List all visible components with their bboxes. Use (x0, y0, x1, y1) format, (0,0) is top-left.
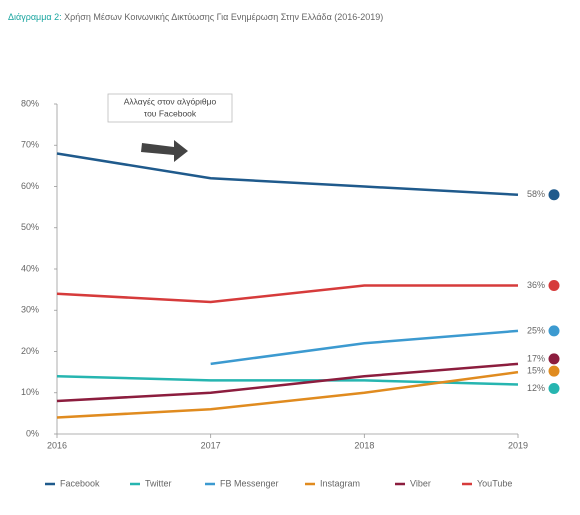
y-tick-label: 70% (21, 140, 39, 150)
legend-label: YouTube (477, 478, 512, 488)
series-icon (548, 280, 560, 291)
y-tick-label: 0% (26, 428, 39, 438)
title-text: Χρήση Μέσων Κοινωνικής Δικτύωσης Για Ενη… (64, 12, 383, 22)
legend-label: Twitter (145, 478, 172, 488)
series-line (56, 362, 519, 403)
x-tick-label: 2017 (201, 440, 221, 450)
y-tick-label: 30% (21, 305, 39, 315)
series-icon (548, 189, 560, 201)
value-label: 25% (527, 325, 545, 335)
legend-label: Instagram (320, 478, 360, 488)
series-icon (548, 365, 560, 377)
y-tick-label: 10% (21, 387, 39, 397)
series-line (210, 329, 519, 366)
series-line (56, 370, 519, 419)
legend-label: Facebook (60, 478, 100, 488)
value-label: 36% (527, 280, 545, 290)
x-tick-label: 2019 (508, 440, 528, 450)
y-tick-label: 50% (21, 222, 39, 232)
arrow (141, 140, 188, 162)
value-label: 58% (527, 189, 545, 199)
series-line (56, 152, 519, 196)
series-icon (548, 353, 560, 365)
legend-label: Viber (410, 478, 431, 488)
value-label: 15% (527, 366, 545, 376)
annotation-line: του Facebook (144, 108, 197, 118)
x-tick-label: 2016 (47, 440, 67, 450)
series-line (56, 284, 518, 304)
value-label: 17% (527, 353, 545, 363)
y-tick-label: 60% (21, 181, 39, 191)
title-label: Διάγραμμα 2: (8, 12, 62, 22)
series-icon (548, 325, 560, 337)
series-icon (548, 383, 560, 394)
chart-title: Διάγραμμα 2: Χρήση Μέσων Κοινωνικής Δικτ… (8, 12, 383, 22)
y-tick-label: 20% (21, 346, 39, 356)
y-tick-label: 80% (21, 98, 39, 108)
annotation-line: Αλλαγές στον αλγόριθμο (124, 96, 217, 106)
legend-label: FB Messenger (220, 478, 279, 488)
annotation: Αλλαγές στον αλγόριθμο του Facebook (107, 93, 233, 123)
x-tick-label: 2018 (354, 440, 374, 450)
annotation-box (107, 93, 233, 123)
value-label: 12% (527, 383, 545, 393)
y-tick-label: 40% (21, 263, 39, 273)
